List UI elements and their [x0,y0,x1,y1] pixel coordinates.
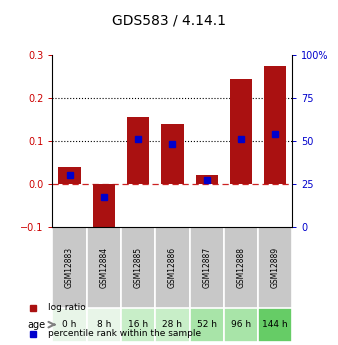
Text: GDS583 / 4.14.1: GDS583 / 4.14.1 [112,13,226,28]
Bar [93,184,115,239]
Text: 28 h: 28 h [162,320,183,329]
Text: percentile rank within the sample: percentile rank within the sample [48,329,201,338]
Text: 52 h: 52 h [197,320,217,329]
Text: GSM12884: GSM12884 [99,247,108,288]
Bar [155,308,190,342]
Bar [155,227,190,308]
Text: GSM12883: GSM12883 [65,247,74,288]
Text: 16 h: 16 h [128,320,148,329]
Bar [258,308,292,342]
Text: log ratio: log ratio [48,303,86,312]
Bar [52,308,87,342]
Bar [190,227,224,308]
Bar [190,308,224,342]
Text: GSM12885: GSM12885 [134,247,143,288]
Text: 96 h: 96 h [231,320,251,329]
Bar [224,308,258,342]
Text: 8 h: 8 h [97,320,111,329]
Bar [52,227,87,308]
Text: GSM12887: GSM12887 [202,247,211,288]
Bar [87,227,121,308]
Text: GSM12886: GSM12886 [168,247,177,288]
Bar [195,175,218,184]
Text: 144 h: 144 h [262,320,288,329]
Bar [127,117,149,184]
Bar [230,79,252,184]
Bar [58,167,81,184]
Text: GSM12889: GSM12889 [271,247,280,288]
Bar [224,227,258,308]
Bar [87,308,121,342]
Bar [121,227,155,308]
Bar [121,308,155,342]
Bar [264,66,286,184]
Text: age: age [27,319,46,329]
Text: GSM12888: GSM12888 [237,247,245,288]
Text: 0 h: 0 h [62,320,77,329]
Bar [161,124,184,184]
Bar [258,227,292,308]
